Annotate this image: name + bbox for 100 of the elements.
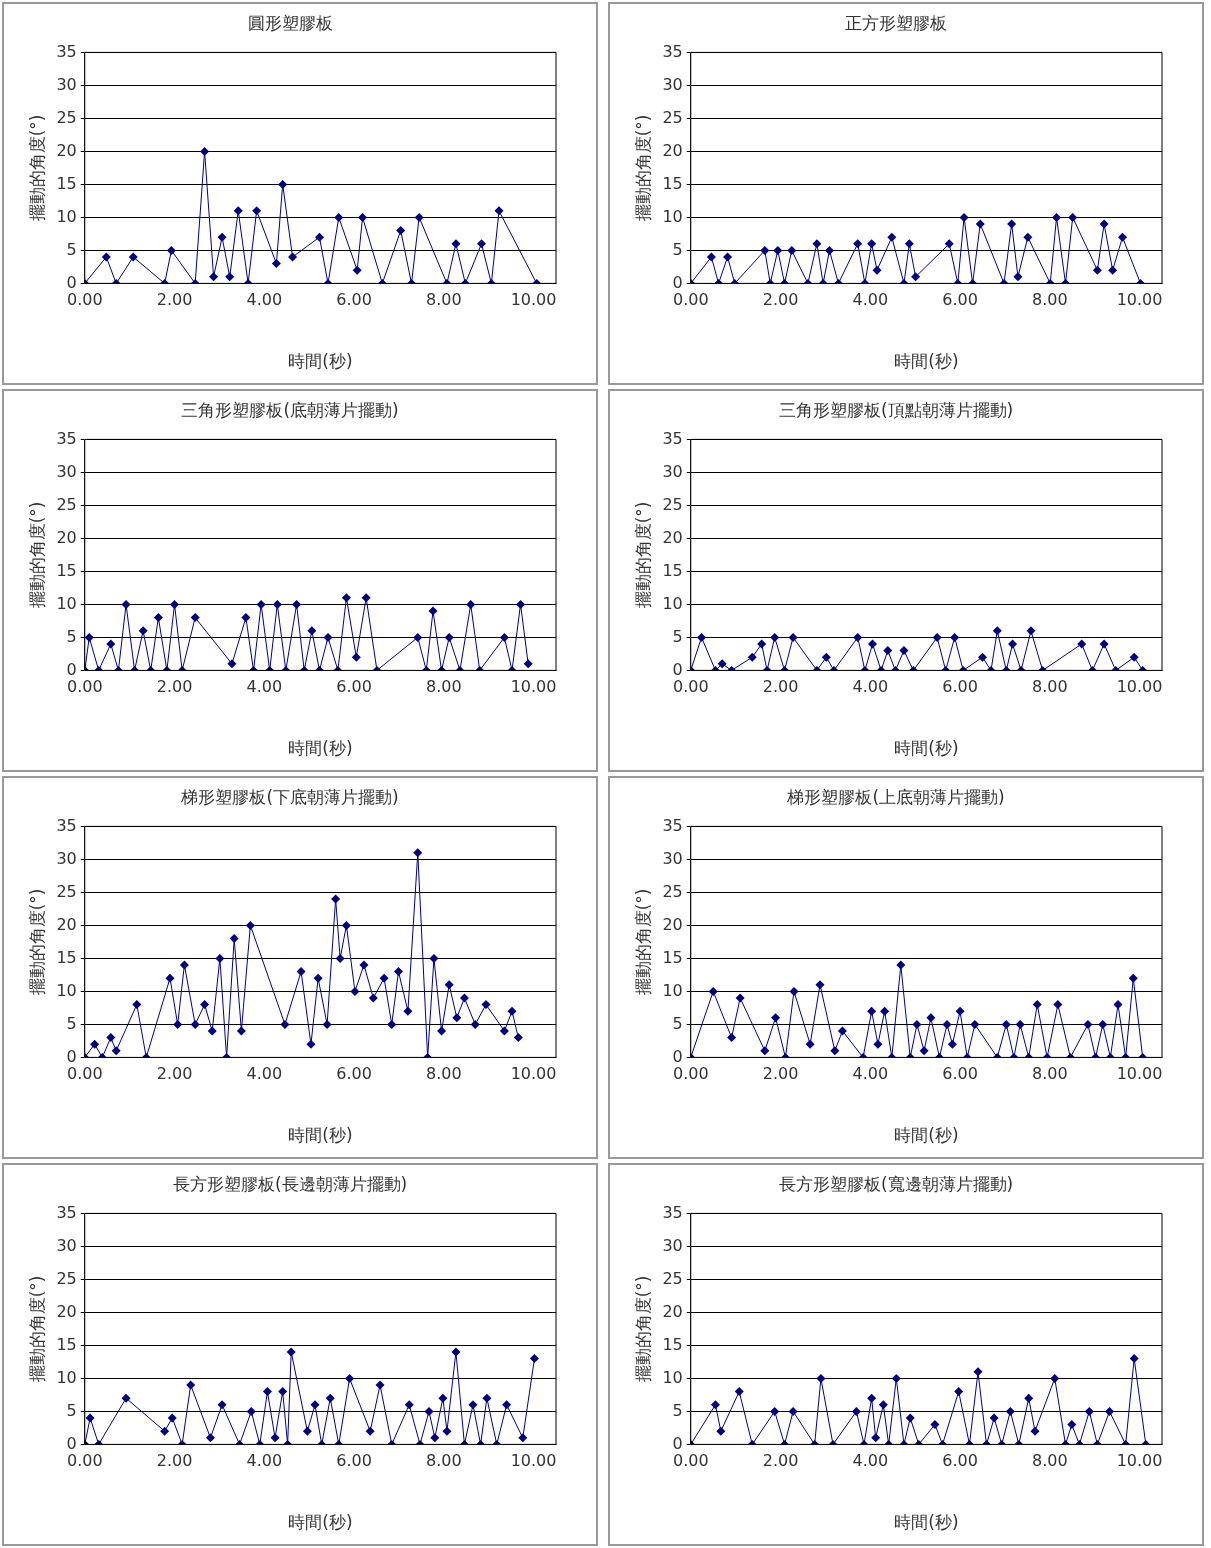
- y-tick-label: 20: [662, 140, 683, 160]
- point: [179, 960, 189, 970]
- y-tick-label: 15: [56, 173, 77, 193]
- y-axis-title: 擺動的角度(°): [632, 114, 653, 222]
- point: [359, 960, 369, 970]
- x-tick-label: 4.00: [852, 1064, 889, 1084]
- y-tick-label: 0: [66, 272, 77, 292]
- y-tick-label: 10: [56, 980, 77, 1000]
- x-tick-label: 4.00: [246, 1064, 283, 1084]
- x-tick-label: 6.00: [336, 1064, 372, 1084]
- point: [200, 1000, 210, 1010]
- x-tick-label: 4.00: [852, 677, 889, 697]
- y-tick-label: 10: [662, 593, 683, 613]
- y-tick-label: 15: [56, 947, 77, 967]
- point: [313, 973, 323, 983]
- x-tick-label: 2.00: [762, 290, 799, 310]
- y-tick-label: 30: [662, 461, 683, 481]
- x-tick-label: 6.00: [942, 677, 978, 697]
- y-tick-label: 15: [662, 947, 683, 967]
- y-tick-label: 15: [662, 173, 683, 193]
- y-tick-label: 35: [662, 41, 683, 61]
- point: [90, 1039, 100, 1049]
- point: [437, 1026, 447, 1036]
- y-tick-label: 25: [56, 107, 77, 127]
- x-tick-label: 8.00: [425, 1064, 462, 1084]
- x-tick-label: 10.00: [510, 290, 557, 310]
- x-axis-title: 時間(秒): [288, 1125, 353, 1146]
- y-tick-label: 5: [66, 1400, 77, 1420]
- y-tick-label: 20: [56, 1301, 77, 1321]
- point: [452, 1013, 462, 1023]
- y-tick-label: 5: [66, 626, 77, 646]
- y-tick-label: 35: [56, 428, 77, 448]
- point: [280, 1019, 290, 1029]
- point: [236, 1026, 246, 1036]
- point: [331, 894, 341, 904]
- x-tick-label: 4.00: [852, 1451, 889, 1471]
- x-tick-label: 2.00: [156, 1451, 193, 1471]
- point: [111, 1046, 121, 1056]
- x-tick-label: 8.00: [425, 677, 462, 697]
- x-tick-label: 2.00: [156, 290, 193, 310]
- chart-title: 圓形塑膠板: [247, 12, 333, 33]
- y-tick-label: 10: [662, 980, 683, 1000]
- y-tick-label: 15: [662, 1334, 683, 1354]
- point: [507, 1006, 517, 1016]
- x-tick-label: 2.00: [762, 1064, 799, 1084]
- y-tick-label: 30: [662, 1235, 683, 1255]
- x-tick-label: 8.00: [425, 290, 462, 310]
- y-tick-label: 15: [56, 560, 77, 580]
- x-tick-label: 6.00: [942, 290, 978, 310]
- y-axis-title: 擺動的角度(°): [26, 114, 47, 222]
- chart-title: 長方形塑膠板(寬邊朝薄片擺動): [778, 1173, 1014, 1194]
- x-tick-label: 10.00: [510, 1064, 557, 1084]
- y-tick-label: 20: [662, 914, 683, 934]
- x-tick-label: 0.00: [672, 1064, 709, 1084]
- point: [132, 1000, 142, 1010]
- y-tick-label: 20: [662, 527, 683, 547]
- x-axis-title: 時間(秒): [894, 1125, 959, 1146]
- point: [207, 1026, 217, 1036]
- point: [387, 1019, 397, 1029]
- y-tick-label: 25: [662, 881, 683, 901]
- x-axis-title: 時間(秒): [894, 351, 959, 372]
- x-tick-label: 10.00: [1116, 1451, 1163, 1471]
- x-tick-label: 8.00: [1031, 290, 1068, 310]
- point: [379, 973, 389, 983]
- y-tick-label: 25: [56, 1268, 77, 1288]
- point: [513, 1033, 523, 1043]
- y-axis-title: 擺動的角度(°): [632, 501, 653, 609]
- y-tick-label: 30: [56, 74, 77, 94]
- y-tick-label: 0: [66, 1433, 77, 1453]
- point: [350, 986, 360, 996]
- y-tick-label: 25: [56, 881, 77, 901]
- point: [341, 920, 351, 930]
- y-tick-label: 5: [672, 239, 683, 259]
- x-tick-label: 8.00: [1031, 1064, 1068, 1084]
- y-axis-title: 擺動的角度(°): [26, 1275, 47, 1383]
- x-axis-title: 時間(秒): [894, 1512, 959, 1533]
- y-tick-label: 0: [66, 1046, 77, 1066]
- x-axis-title: 時間(秒): [894, 738, 959, 759]
- y-tick-label: 35: [662, 815, 683, 835]
- y-tick-label: 0: [66, 659, 77, 679]
- y-tick-label: 25: [662, 494, 683, 514]
- x-tick-label: 0.00: [672, 1451, 709, 1471]
- x-tick-label: 4.00: [246, 290, 283, 310]
- y-tick-label: 35: [662, 428, 683, 448]
- y-tick-label: 0: [672, 1046, 683, 1066]
- y-tick-label: 35: [56, 41, 77, 61]
- chart-title: 三角形塑膠板(頂點朝薄片擺動): [778, 399, 1014, 420]
- y-tick-label: 5: [66, 1013, 77, 1033]
- x-tick-label: 2.00: [762, 1451, 799, 1471]
- x-tick-label: 10.00: [1116, 1064, 1163, 1084]
- x-tick-label: 6.00: [336, 290, 372, 310]
- point: [481, 1000, 491, 1010]
- point: [215, 953, 225, 963]
- point: [393, 967, 403, 977]
- x-tick-label: 10.00: [510, 1451, 557, 1471]
- point: [429, 953, 439, 963]
- x-tick-label: 0.00: [672, 677, 709, 697]
- y-tick-label: 15: [56, 1334, 77, 1354]
- y-tick-label: 35: [662, 1202, 683, 1222]
- point: [470, 1019, 480, 1029]
